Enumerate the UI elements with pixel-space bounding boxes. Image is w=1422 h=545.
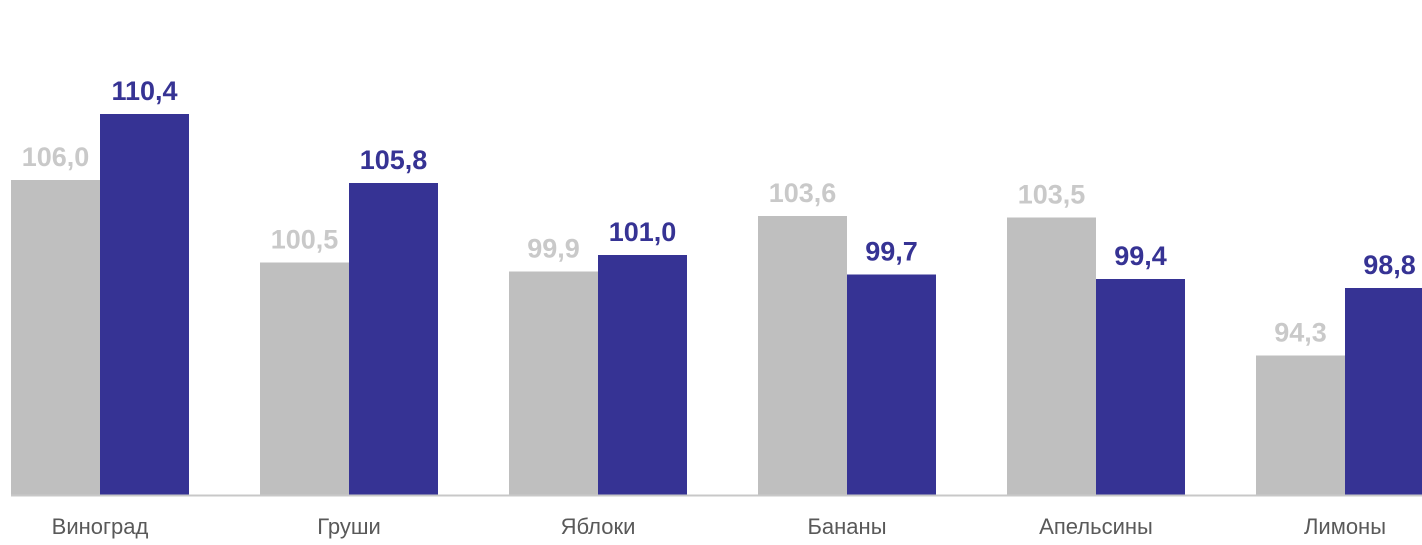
bar-s2-1 <box>349 183 438 495</box>
bar-s1-2 <box>509 271 598 495</box>
category-label-2: Яблоки <box>561 514 636 539</box>
value-labels-group: 106,0 110,4 100,5 105,8 99,9 101,0 103,6 99,7 10… <box>22 76 1416 348</box>
value-label-s2-4: 99,4 <box>1114 241 1167 271</box>
value-label-s2-0: 110,4 <box>111 76 177 106</box>
bar-s1-4 <box>1007 217 1096 495</box>
value-label-s1-4: 103,5 <box>1018 180 1086 210</box>
bar-s1-3 <box>758 216 847 495</box>
value-label-s2-2: 101,0 <box>609 217 677 247</box>
value-label-s2-3: 99,7 <box>865 237 918 267</box>
category-label-5: Лимоны <box>1304 514 1386 539</box>
bar-s2-5 <box>1345 288 1422 495</box>
value-label-s1-1: 100,5 <box>271 225 339 255</box>
category-label-4: Апельсины <box>1039 514 1153 539</box>
category-label-3: Бананы <box>807 514 886 539</box>
bar-s1-1 <box>260 262 349 495</box>
bar-s2-4 <box>1096 279 1185 495</box>
bar-s2-0 <box>100 114 189 495</box>
value-label-s1-0: 106,0 <box>22 142 90 172</box>
bar-s2-3 <box>847 274 936 495</box>
value-label-s1-3: 103,6 <box>769 178 837 208</box>
value-label-s2-1: 105,8 <box>360 145 428 175</box>
category-label-0: Виноград <box>52 514 149 539</box>
category-labels-group: Виноград Груши Яблоки Бананы Апельсины Лимоны <box>52 514 1386 539</box>
category-label-1: Груши <box>317 514 381 539</box>
value-label-s1-2: 99,9 <box>527 234 580 264</box>
bars-group <box>11 114 1422 495</box>
bar-s2-2 <box>598 255 687 495</box>
value-label-s2-5: 98,8 <box>1363 250 1416 280</box>
bar-s1-0 <box>11 180 100 495</box>
bar-s1-5 <box>1256 355 1345 495</box>
value-label-s1-5: 94,3 <box>1274 318 1327 348</box>
